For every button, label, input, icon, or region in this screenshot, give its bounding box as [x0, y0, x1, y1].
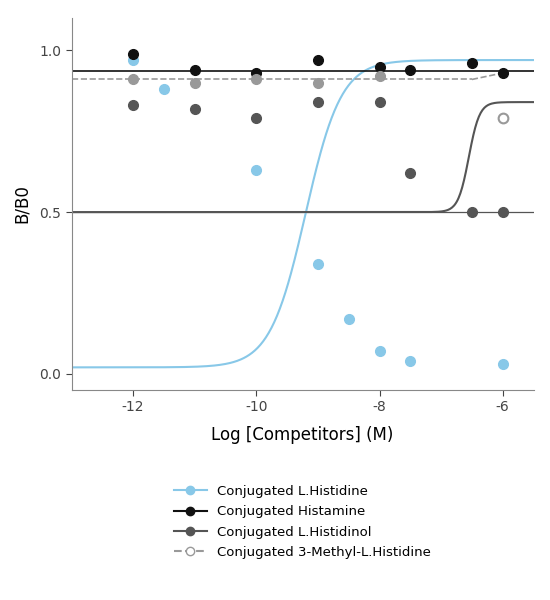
Y-axis label: B/B0: B/B0 — [13, 185, 31, 223]
Point — [468, 58, 476, 68]
Point — [375, 62, 384, 71]
Point — [252, 68, 261, 78]
Point — [498, 359, 507, 369]
Point — [314, 97, 322, 107]
Point — [406, 65, 415, 74]
Point — [252, 113, 261, 123]
Point — [314, 55, 322, 65]
Point — [190, 104, 199, 113]
Point — [406, 356, 415, 365]
Point — [252, 74, 261, 84]
Point — [190, 65, 199, 74]
Point — [406, 169, 415, 178]
Point — [129, 49, 138, 58]
Point — [160, 85, 168, 94]
Point — [129, 74, 138, 84]
Point — [498, 207, 507, 217]
Point — [129, 55, 138, 65]
Point — [190, 78, 199, 88]
Point — [498, 113, 507, 123]
Point — [375, 71, 384, 81]
Point — [468, 207, 476, 217]
Point — [314, 259, 322, 269]
Point — [344, 314, 353, 323]
X-axis label: Log [Competitors] (M): Log [Competitors] (M) — [211, 425, 394, 443]
Point — [129, 101, 138, 110]
Point — [498, 68, 507, 78]
Point — [375, 346, 384, 356]
Point — [314, 78, 322, 88]
Point — [375, 97, 384, 107]
Legend: Conjugated L.Histidine, Conjugated Histamine, Conjugated L.Histidinol, Conjugate: Conjugated L.Histidine, Conjugated Hista… — [167, 478, 438, 565]
Point — [252, 165, 261, 175]
